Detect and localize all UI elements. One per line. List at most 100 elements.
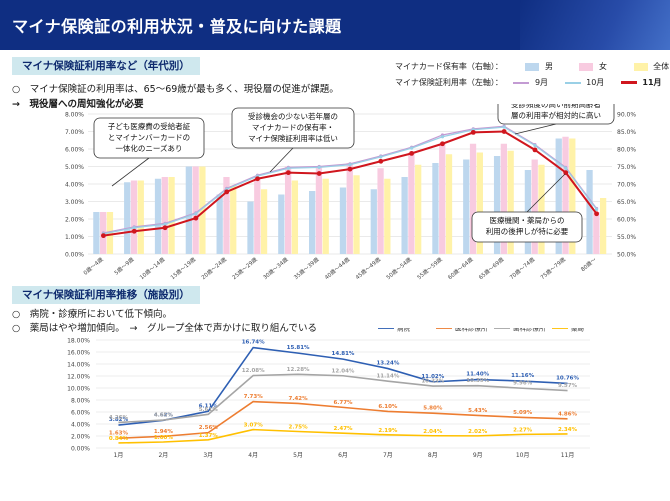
y-tick: 18.00% (67, 338, 90, 345)
data-point (162, 225, 168, 231)
data-label: 6.11% (199, 403, 219, 409)
bar (586, 170, 593, 254)
data-label: 11.16% (511, 373, 534, 379)
legend-label: 医科診療所 (455, 328, 488, 333)
series-line (118, 400, 568, 440)
y-tick: 6.00% (71, 410, 90, 417)
bar (223, 177, 230, 254)
x-tick: 65歳～69歳 (477, 255, 506, 281)
data-label: 14.81% (332, 351, 355, 357)
data-label: 9.57% (558, 383, 578, 389)
callout-text: 医療機関・薬局からの (490, 215, 565, 225)
bar (199, 166, 206, 254)
data-label: 2.02% (468, 429, 488, 435)
series-line (118, 428, 568, 444)
y-tick-right: 80.0% (617, 147, 636, 154)
bar (260, 189, 268, 254)
legend-card-label: マイナカード保有率（右軸）： (395, 62, 503, 71)
legend-total-label: 全体 (653, 62, 670, 71)
data-point (502, 125, 506, 129)
callout-text: マイナ保険証利用率は低い (248, 133, 338, 143)
bar (555, 138, 562, 254)
bar (538, 164, 545, 254)
x-tick: 60歳～64歳 (446, 255, 475, 281)
y-tick: 16.00% (67, 350, 90, 357)
legend-female-label: 女 (599, 62, 608, 71)
data-point (409, 150, 415, 156)
data-point (224, 189, 230, 195)
bar (370, 189, 377, 254)
y-tick-right: 50.0% (617, 252, 636, 259)
legend-label: 病院 (397, 328, 411, 333)
data-point (286, 166, 290, 170)
bar (353, 175, 360, 254)
x-tick: 9月 (473, 452, 483, 459)
data-label: 3.07% (244, 423, 264, 429)
data-label: 4.26% (109, 415, 129, 421)
legend-female-swatch (579, 62, 594, 71)
data-label: 5.43% (468, 408, 488, 414)
y-tick: 10.00% (67, 386, 90, 393)
legend-male-label: 男 (544, 62, 553, 71)
callout-text: マイナカードの保有率・ (252, 122, 334, 132)
data-label: 16.74% (242, 340, 265, 346)
x-tick: 45歳～49歳 (354, 255, 383, 281)
callout-box (231, 107, 355, 149)
bar (278, 194, 285, 254)
data-point (440, 135, 445, 139)
data-point (193, 215, 199, 221)
data-point (131, 228, 137, 234)
data-label: 4.65% (154, 413, 174, 419)
x-tick: 7月 (383, 452, 393, 459)
facility-chart: 病院 医科診療所 歯科診療所 薬局 3.82% 4.62% 6.11% 16.74% 15.8… (67, 328, 590, 459)
series-line (118, 373, 568, 424)
x-tick: 8月 (428, 452, 438, 459)
bar (309, 191, 316, 254)
bar (322, 178, 329, 254)
y-tick-left: 6.00% (65, 147, 84, 154)
y-tick: 0.00% (71, 446, 90, 453)
callout-text: 一体化のニーズあり (115, 143, 182, 153)
data-label: 12.08% (242, 368, 265, 374)
data-label: 15.81% (287, 345, 310, 351)
legend-nov-label: 11月 (642, 78, 662, 87)
y-tick: 4.00% (71, 422, 90, 429)
y-tick-right: 55.0% (617, 234, 636, 241)
callout-text: 層の利用率が相対的に高い (511, 110, 601, 120)
data-label: 2.27% (513, 427, 533, 433)
data-label: 2.34% (558, 427, 578, 433)
data-label: 1.94% (154, 429, 174, 435)
data-point (132, 226, 136, 230)
data-point (594, 211, 599, 217)
legend-sep-label: 9月 (534, 78, 549, 87)
data-label: 5.09% (513, 410, 533, 416)
y-tick-right: 85.0% (617, 129, 636, 136)
callout-pointer (526, 173, 566, 213)
data-label: 1.00% (154, 435, 174, 441)
section-label-age: マイナ保険証利用率など（年代別） (12, 57, 200, 75)
y-tick-right: 65.0% (617, 199, 636, 206)
x-tick: 0歳～4歳 (82, 255, 106, 277)
bar (130, 180, 138, 254)
x-tick: 40歳～44歳 (323, 255, 352, 281)
bar (408, 152, 415, 254)
callout-text: 子ども医療費の受給者証 (108, 121, 191, 131)
x-tick: 11月 (561, 452, 575, 459)
page-title: マイナ保険証の利用状況・普及に向けた課題 (12, 17, 342, 36)
data-label: 2.47% (333, 426, 353, 432)
bar (599, 198, 607, 254)
y-tick: 12.00% (67, 374, 90, 381)
data-label: 12.04% (332, 368, 355, 374)
data-label: 6.77% (333, 400, 353, 406)
data-label: 3.82% (109, 417, 129, 423)
data-label: 4.62% (154, 412, 174, 418)
data-label: 2.19% (378, 428, 398, 434)
callout-box (93, 117, 205, 159)
bar (493, 156, 501, 254)
data-label: 11.14% (376, 374, 399, 380)
bar (432, 163, 439, 254)
y-tick-left: 7.00% (65, 129, 84, 136)
y-tick: 8.00% (71, 398, 90, 405)
data-label: 11.40% (466, 372, 489, 378)
data-label: 10.33% (421, 379, 444, 385)
